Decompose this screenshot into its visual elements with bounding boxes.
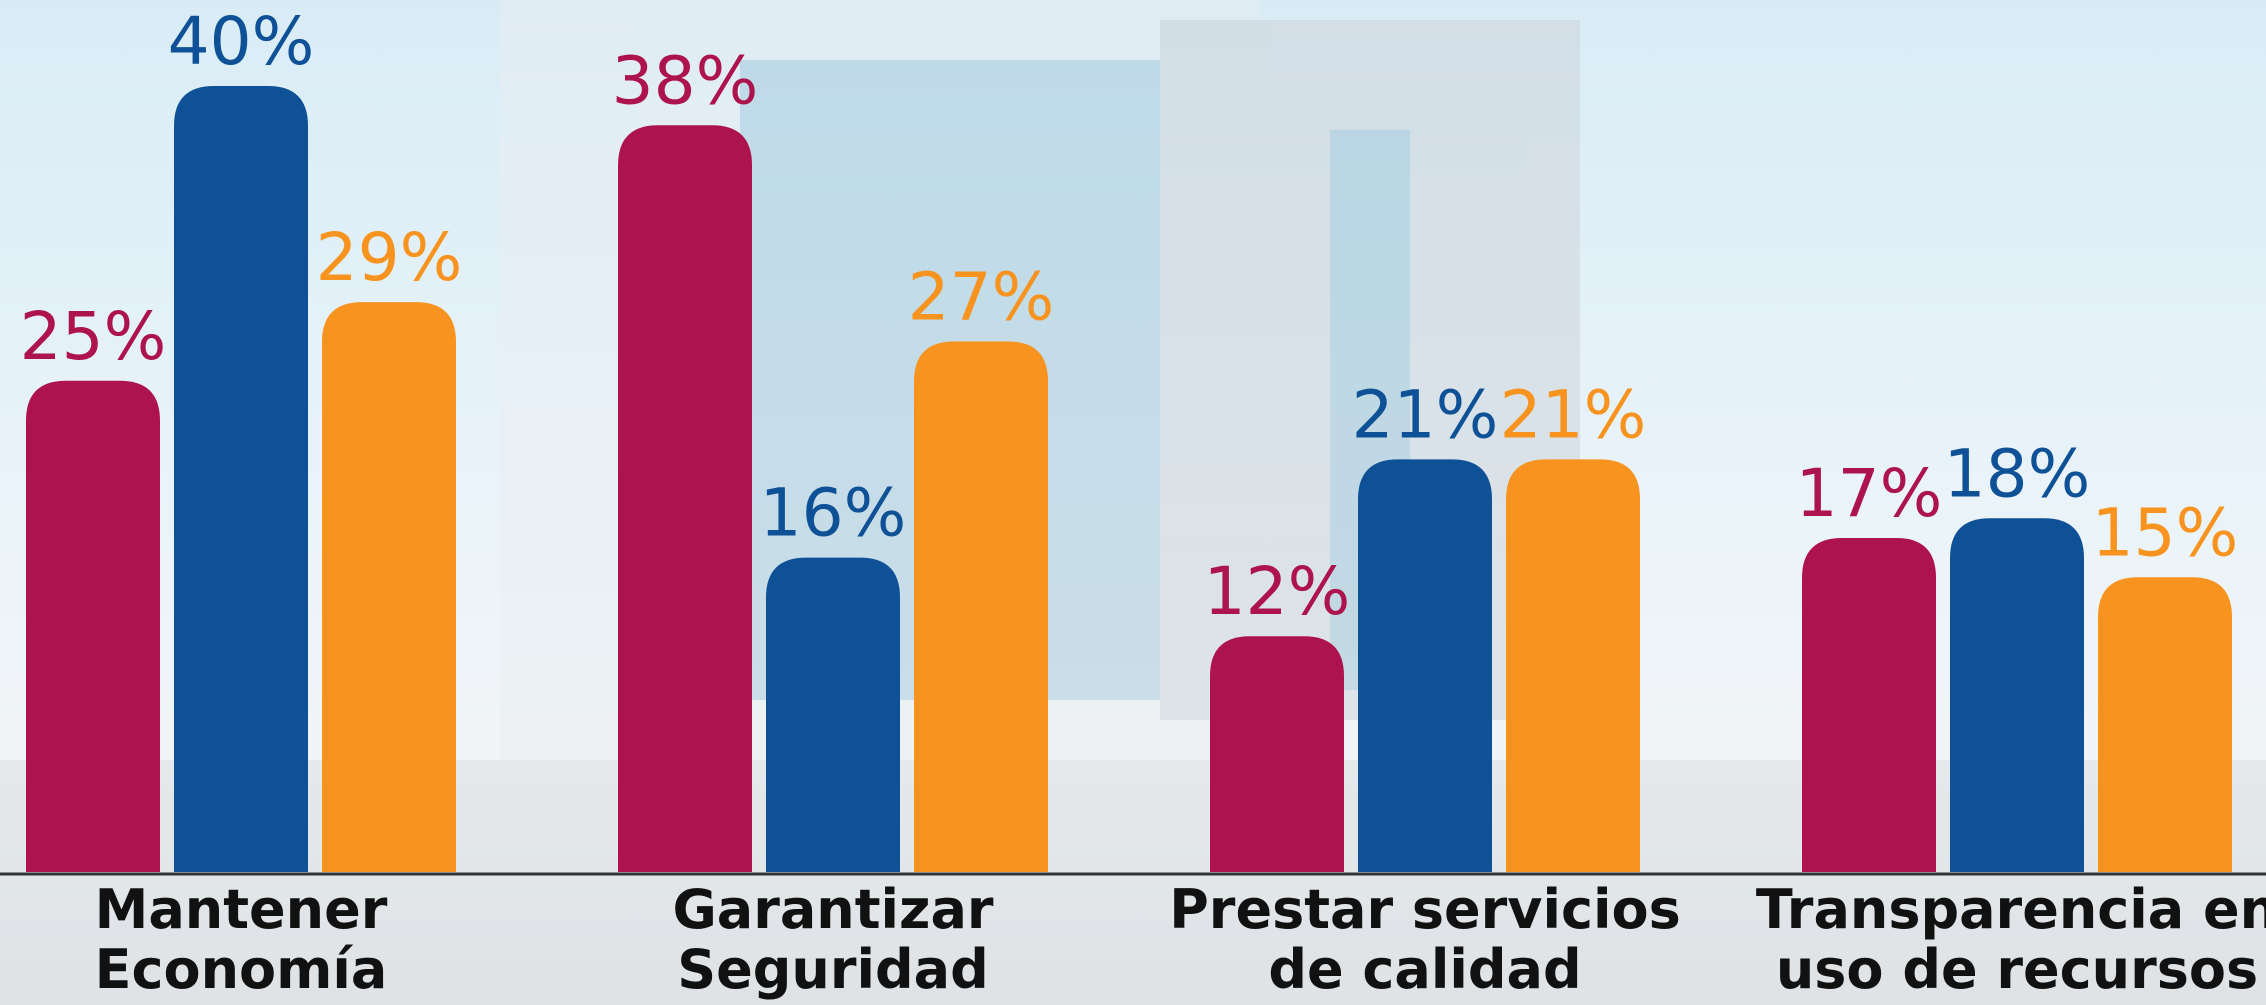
bar <box>2098 577 2232 872</box>
value-label: 40% <box>168 3 315 80</box>
value-label: 38% <box>612 42 759 119</box>
value-label: 16% <box>760 475 907 552</box>
value-label: 27% <box>908 258 1055 335</box>
category-label: Mantener Economía <box>94 878 388 1001</box>
bar <box>1950 518 2084 872</box>
value-label: 18% <box>1944 435 2091 512</box>
value-label: 12% <box>1204 553 1351 630</box>
bar <box>26 380 160 872</box>
bar <box>914 341 1048 872</box>
bar <box>174 86 308 872</box>
value-label: 17% <box>1796 455 1943 532</box>
bar <box>1210 636 1344 872</box>
bar <box>618 125 752 873</box>
value-label: 15% <box>2092 494 2239 571</box>
category-label: Garantizar Seguridad <box>672 878 994 1001</box>
value-label: 25% <box>20 298 167 375</box>
value-label: 29% <box>316 219 463 296</box>
value-label: 21% <box>1500 376 1647 453</box>
bar <box>1358 459 1492 872</box>
category-label: Prestar servicios de calidad <box>1169 878 1681 1001</box>
value-label: 21% <box>1352 376 1499 453</box>
bar <box>1506 459 1640 872</box>
bar <box>322 302 456 872</box>
bar <box>1802 537 1936 872</box>
category-label: Transparencia en uso de recursos <box>1755 878 2266 1001</box>
bar <box>766 557 900 872</box>
